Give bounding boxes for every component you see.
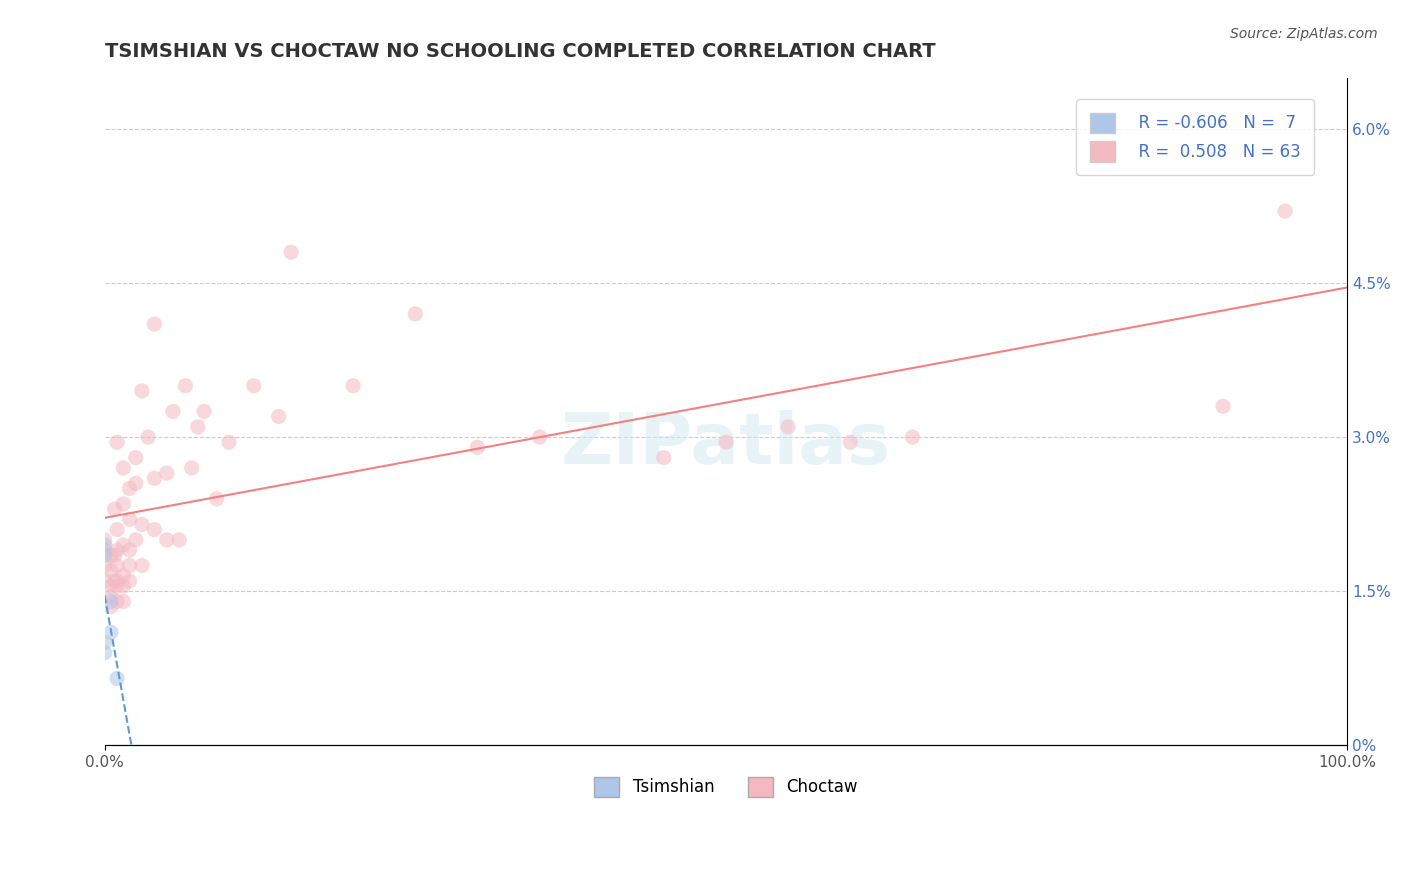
Point <box>143 317 166 331</box>
Point <box>187 420 209 434</box>
Point <box>105 672 128 686</box>
Point <box>131 384 153 398</box>
Point <box>162 404 184 418</box>
Point <box>280 245 302 260</box>
Point <box>193 404 215 418</box>
Point <box>100 548 122 562</box>
Point <box>156 533 179 547</box>
Point <box>243 378 266 392</box>
Text: TSIMSHIAN VS CHOCTAW NO SCHOOLING COMPLETED CORRELATION CHART: TSIMSHIAN VS CHOCTAW NO SCHOOLING COMPLE… <box>104 42 935 61</box>
Point <box>131 517 153 532</box>
Point <box>105 594 128 608</box>
Point <box>104 502 127 516</box>
Point <box>839 435 862 450</box>
Point <box>167 533 190 547</box>
Point <box>112 594 135 608</box>
Point <box>100 590 122 604</box>
Point <box>105 579 128 593</box>
Point <box>112 497 135 511</box>
Point <box>118 574 141 588</box>
Point <box>205 491 228 506</box>
Point <box>93 635 115 649</box>
Point <box>112 579 135 593</box>
Point <box>93 548 115 562</box>
Point <box>143 471 166 485</box>
Point <box>118 558 141 573</box>
Point <box>93 646 115 660</box>
Point <box>118 512 141 526</box>
Point <box>105 435 128 450</box>
Point <box>100 564 122 578</box>
Legend: Tsimshian, Choctaw: Tsimshian, Choctaw <box>588 770 865 804</box>
Point <box>105 574 128 588</box>
Point <box>404 307 426 321</box>
Point <box>112 569 135 583</box>
Point <box>125 533 148 547</box>
Point <box>131 558 153 573</box>
Point <box>342 378 364 392</box>
Point <box>100 579 122 593</box>
Point <box>100 625 122 640</box>
Point <box>93 538 115 552</box>
Point <box>467 441 489 455</box>
Point <box>143 523 166 537</box>
Point <box>778 420 800 434</box>
Point <box>105 543 128 558</box>
Point <box>174 378 197 392</box>
Point <box>105 523 128 537</box>
Point <box>112 538 135 552</box>
Point <box>1212 399 1234 413</box>
Point <box>93 533 115 547</box>
Point <box>93 558 115 573</box>
Point <box>118 543 141 558</box>
Point <box>714 435 737 450</box>
Point <box>93 543 115 558</box>
Text: Source: ZipAtlas.com: Source: ZipAtlas.com <box>1230 27 1378 41</box>
Text: ZIPatlas: ZIPatlas <box>561 410 891 479</box>
Point <box>180 461 202 475</box>
Point <box>529 430 551 444</box>
Point <box>125 476 148 491</box>
Point <box>156 466 179 480</box>
Point <box>93 574 115 588</box>
Point <box>100 594 122 608</box>
Point <box>125 450 148 465</box>
Point <box>100 599 122 614</box>
Point <box>105 558 128 573</box>
Point <box>652 450 675 465</box>
Point <box>1274 204 1296 219</box>
Point <box>218 435 240 450</box>
Point <box>118 482 141 496</box>
Point <box>104 548 127 562</box>
Point <box>267 409 290 424</box>
Point <box>901 430 924 444</box>
Point <box>112 461 135 475</box>
Point <box>136 430 159 444</box>
Point <box>104 574 127 588</box>
